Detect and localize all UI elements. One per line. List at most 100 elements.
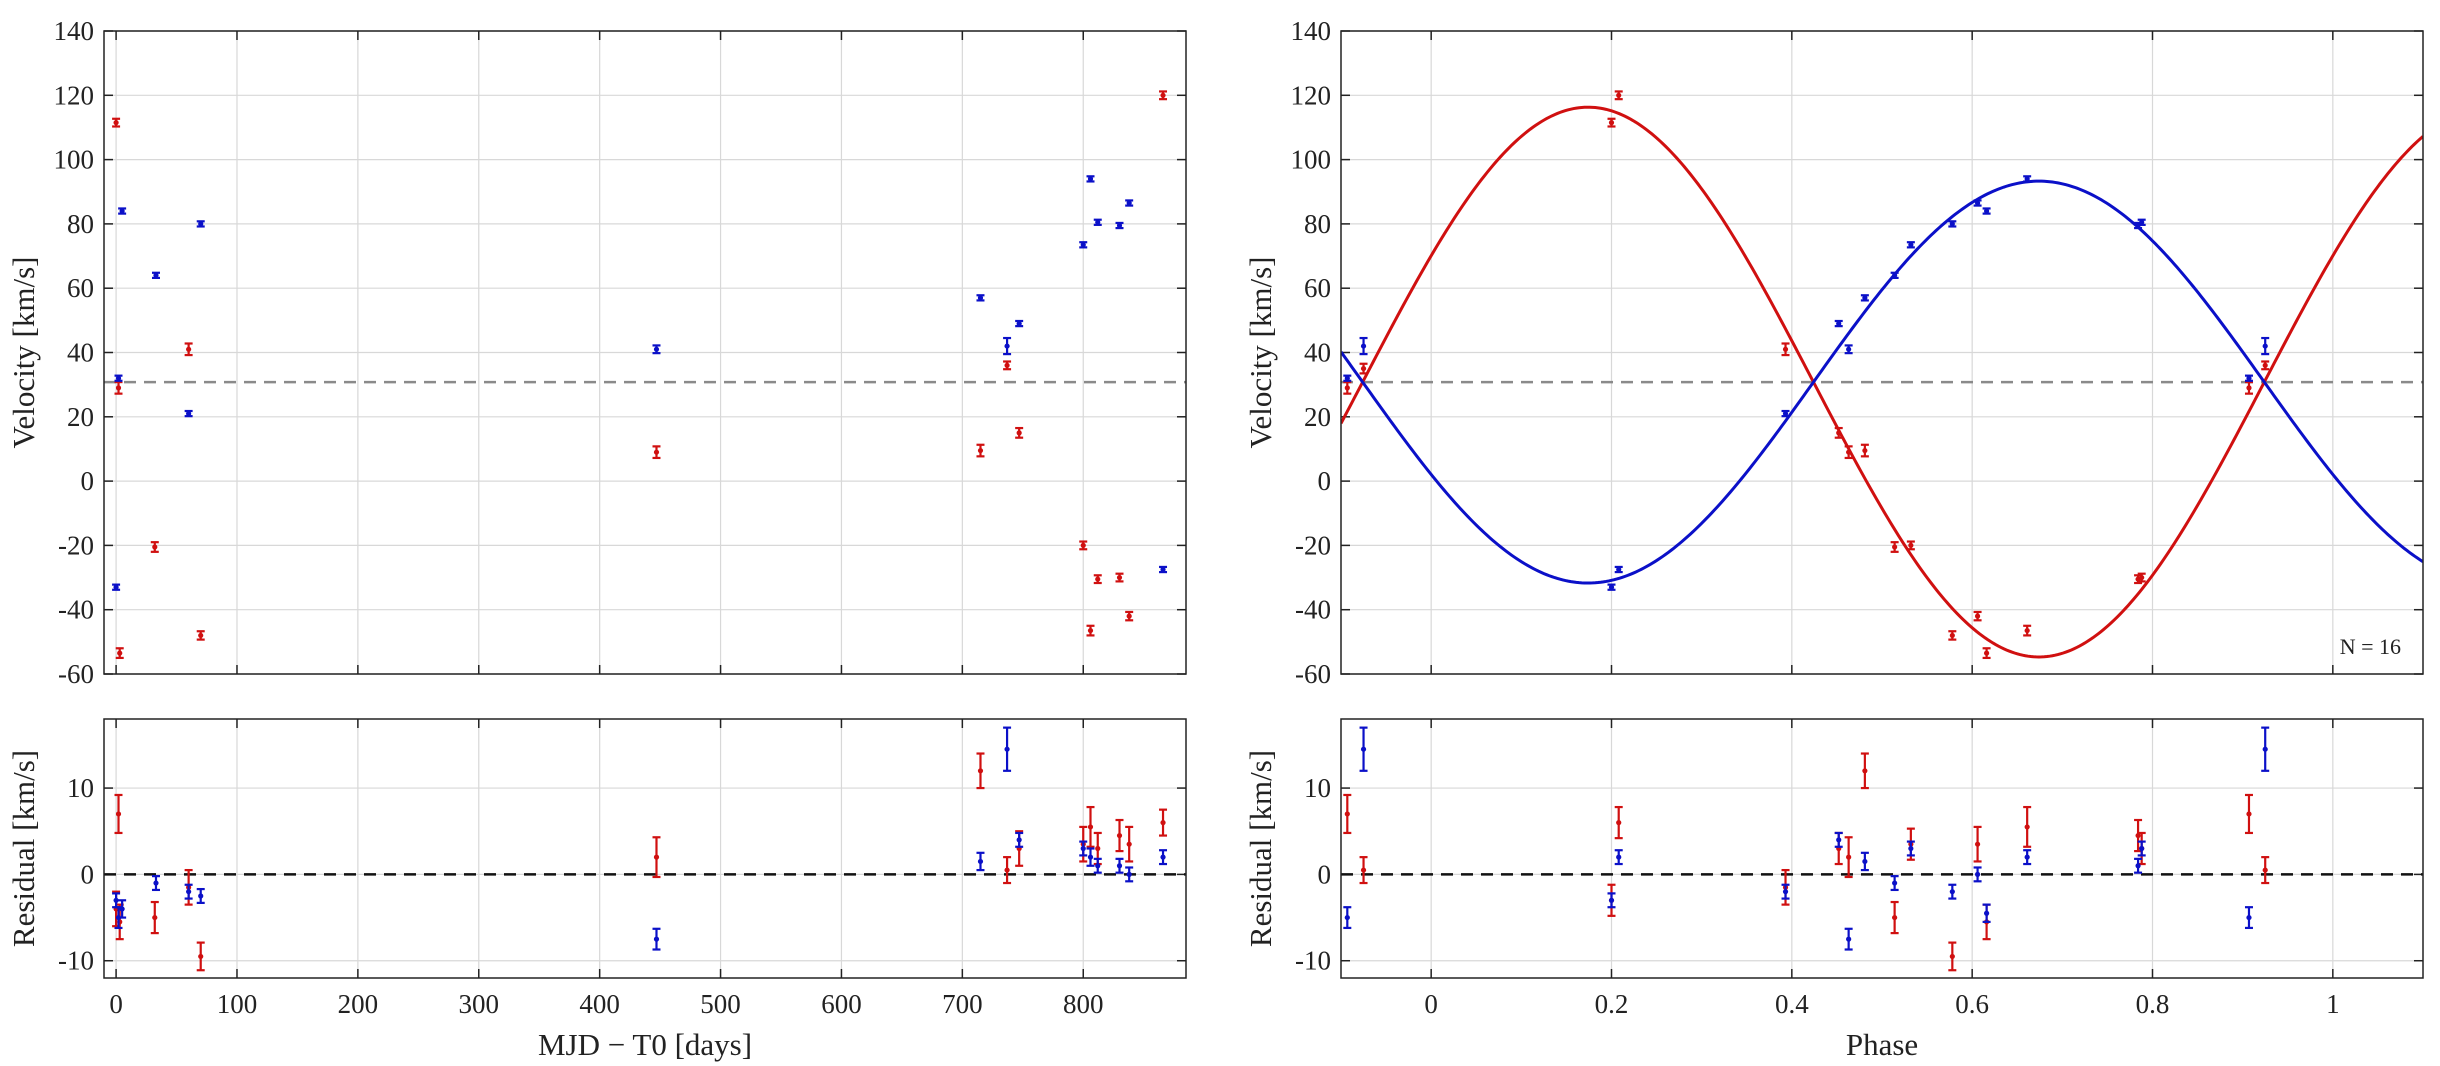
data-point-primary (1359, 362, 1368, 375)
series-secondary (1343, 726, 2270, 951)
marker (653, 449, 660, 455)
data-point-primary (1115, 818, 1124, 853)
marker (977, 858, 984, 865)
x-tick-label: 0.6 (1955, 989, 1989, 1019)
marker (1116, 832, 1123, 839)
data-point-primary (2261, 360, 2270, 371)
marker (1862, 295, 1868, 301)
x-axis-label: Phase (1846, 1027, 1918, 1062)
series-primary (1343, 752, 2270, 972)
marker (186, 346, 192, 352)
x-tick-label: 0.4 (1775, 989, 1809, 1019)
plot-frame (1340, 718, 2424, 979)
data-point-secondary (196, 887, 205, 904)
marker (1836, 320, 1842, 327)
data-point-secondary (652, 927, 661, 951)
marker (1016, 430, 1022, 436)
marker (1160, 854, 1166, 860)
marker (1892, 272, 1898, 278)
marker (1892, 914, 1898, 921)
marker (117, 650, 123, 656)
count-annotation: N = 16 (2340, 634, 2401, 659)
x-tick-label: 600 (821, 989, 862, 1019)
marker (1862, 858, 1868, 865)
data-point-secondary (1093, 218, 1102, 226)
marker (1974, 200, 1981, 206)
data-point-secondary (1086, 175, 1095, 183)
data-point-secondary (1973, 866, 1982, 883)
data-point-primary (976, 752, 985, 790)
marker (1344, 914, 1350, 921)
data-point-secondary (1125, 866, 1134, 883)
marker (1087, 824, 1094, 830)
marker (1080, 845, 1086, 852)
data-point-primary (1086, 624, 1095, 637)
series-primary (112, 752, 1168, 972)
marker (2262, 867, 2268, 873)
marker (2262, 343, 2268, 349)
y-tick-label: -40 (58, 595, 94, 625)
data-point-secondary (184, 883, 193, 900)
y-tick-label: -60 (58, 659, 94, 689)
marker (2024, 627, 2030, 634)
marker (1344, 811, 1350, 817)
y-tick-label: 100 (1291, 145, 1332, 175)
marker (1016, 320, 1022, 327)
data-point-primary (1093, 574, 1102, 585)
grid-resid-time (104, 719, 1186, 978)
marker (977, 768, 984, 774)
data-point-primary (1614, 90, 1623, 101)
marker (2139, 845, 2145, 852)
x-tick-label: 300 (459, 989, 500, 1019)
data-point-primary (184, 342, 193, 357)
data-point-secondary (1003, 726, 1012, 772)
model-curve-primary (1341, 105, 2423, 659)
data-point-secondary (1844, 344, 1853, 355)
marker (152, 544, 158, 550)
marker (1360, 343, 1367, 349)
data-point-primary (1343, 380, 1352, 395)
data-point-secondary (1781, 883, 1790, 900)
data-point-primary (2023, 624, 2032, 637)
data-point-secondary (2137, 218, 2146, 226)
marker (2135, 863, 2141, 869)
data-point-secondary (1948, 883, 1957, 900)
panel-resid-time: 0 100 200 300 400 500 600 700 800 -10 0 10 Residual … (6, 718, 1187, 1062)
marker (1983, 650, 1990, 656)
marker (2246, 385, 2252, 391)
data-point-secondary (1003, 336, 1012, 356)
marker (1782, 889, 1789, 895)
data-point-secondary (1614, 849, 1623, 866)
y-tick-label: -10 (58, 946, 94, 976)
marker (1974, 841, 1981, 847)
marker (653, 346, 660, 352)
marker (1983, 910, 1990, 916)
marker (2262, 746, 2268, 752)
marker (1126, 613, 1132, 619)
panel-resid-phase: 0 0.2 0.4 0.6 0.8 1 -10 0 10 Residual [km/s] Phase (1243, 718, 2424, 1062)
marker (1846, 346, 1852, 352)
y-tick-label: 60 (1304, 273, 1331, 303)
y-tick-label: 20 (67, 402, 94, 432)
data-point-secondary (1115, 221, 1124, 230)
marker (119, 208, 125, 214)
y-tick-label: 120 (54, 80, 95, 110)
marker (1360, 746, 1367, 752)
data-point-secondary (1086, 847, 1095, 867)
data-point-primary (1973, 825, 1982, 863)
data-point-primary (1125, 610, 1134, 622)
marker (1949, 953, 1955, 960)
marker (1004, 867, 1010, 873)
marker (1949, 221, 1955, 227)
data-point-secondary (1844, 927, 1853, 951)
series-secondary (112, 175, 1168, 591)
data-point-secondary (1982, 903, 1991, 923)
marker (1862, 447, 1868, 454)
x-tick-label: 400 (579, 989, 620, 1019)
marker (1087, 176, 1094, 182)
model-curves (1341, 105, 2423, 659)
data-point-secondary (1834, 831, 1843, 848)
data-point-secondary (2134, 857, 2143, 874)
marker (198, 632, 204, 639)
y-tick-label: 0 (1318, 466, 1332, 496)
